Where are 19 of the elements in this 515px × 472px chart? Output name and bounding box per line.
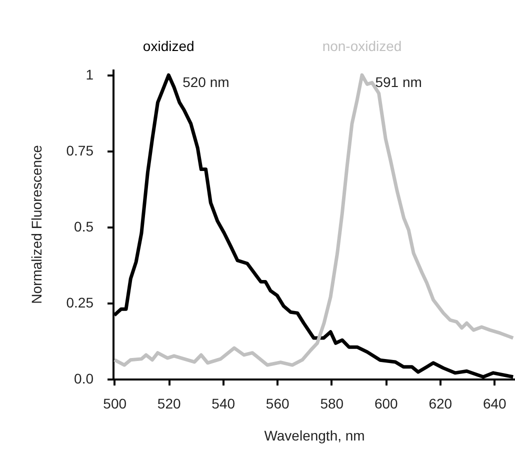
y-tick-label: 0.5 [74,218,94,235]
x-axis-title: Wavelength, nm [264,428,365,444]
x-tick-label: 540 [212,396,236,412]
y-axis-title: Normalized Fluorescence [28,144,44,304]
annotation: 591 nm [375,74,422,90]
x-tick-label: 640 [482,396,507,412]
x-tick-label: 600 [374,396,398,412]
x-tick-label: 580 [320,396,344,412]
text: non-oxidized [322,38,402,54]
text: oxidized [142,38,194,54]
y-tick-label: 0.75 [66,142,94,159]
x-tick-label: 520 [157,396,181,412]
annotation: 520 nm [182,74,230,90]
x-tick-label: 560 [266,396,290,412]
x-tick-label: 500 [103,396,127,412]
y-tick-label: 0.25 [66,294,94,311]
x-tick-label: 620 [428,396,452,412]
y-tick-label: 0.0 [74,370,94,386]
y-tick-label: 1 [86,66,94,83]
